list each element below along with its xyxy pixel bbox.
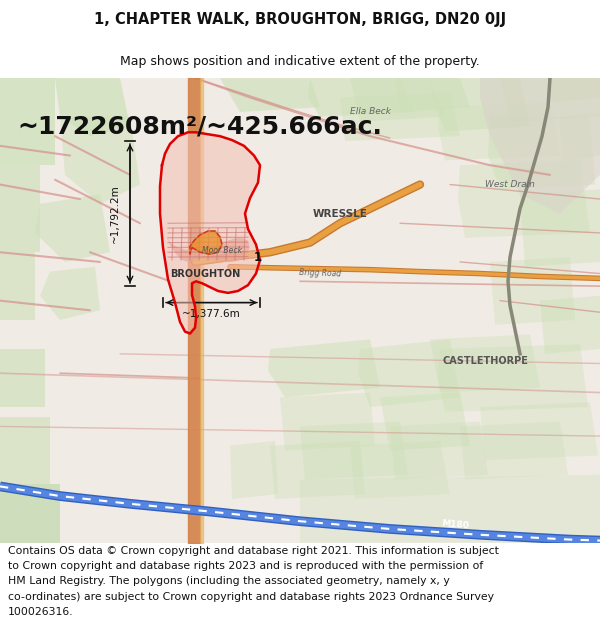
Polygon shape (270, 441, 365, 499)
Polygon shape (380, 392, 470, 451)
Polygon shape (390, 422, 488, 479)
Polygon shape (308, 78, 415, 117)
Text: 1, CHAPTER WALK, BROUGHTON, BRIGG, DN20 0JJ: 1, CHAPTER WALK, BROUGHTON, BRIGG, DN20 … (94, 12, 506, 27)
Polygon shape (0, 349, 45, 407)
Polygon shape (220, 78, 320, 112)
Text: ~1,792.2m: ~1,792.2m (110, 184, 120, 243)
Polygon shape (480, 78, 600, 214)
Text: CASTLETHORPE: CASTLETHORPE (442, 356, 528, 366)
Polygon shape (230, 441, 278, 499)
Polygon shape (0, 484, 60, 542)
Polygon shape (358, 339, 460, 407)
Polygon shape (430, 78, 530, 131)
Polygon shape (280, 392, 375, 451)
Polygon shape (60, 117, 140, 204)
Polygon shape (500, 78, 600, 122)
Text: 1: 1 (254, 251, 262, 264)
Polygon shape (40, 267, 100, 320)
Polygon shape (55, 78, 130, 136)
Text: to Crown copyright and database rights 2023 and is reproduced with the permissio: to Crown copyright and database rights 2… (8, 561, 483, 571)
Polygon shape (488, 117, 595, 189)
Text: Ella Beck: Ella Beck (349, 107, 391, 116)
Polygon shape (560, 112, 600, 161)
Text: HM Land Registry. The polygons (including the associated geometry, namely x, y: HM Land Registry. The polygons (includin… (8, 576, 449, 586)
Text: ~1722608m²/~425.666ac.: ~1722608m²/~425.666ac. (17, 114, 382, 139)
Polygon shape (430, 334, 540, 392)
Polygon shape (165, 228, 250, 262)
Polygon shape (458, 161, 590, 238)
Text: West Drain: West Drain (485, 180, 535, 189)
Text: ~1,377.6m: ~1,377.6m (182, 309, 241, 319)
Polygon shape (460, 422, 568, 479)
Polygon shape (268, 339, 380, 398)
Text: WRESSLE: WRESSLE (313, 209, 367, 219)
Polygon shape (160, 132, 260, 334)
Polygon shape (520, 189, 600, 267)
Text: Moor Beck: Moor Beck (202, 246, 242, 255)
Text: BROUGHTON: BROUGHTON (170, 269, 240, 279)
Polygon shape (35, 194, 110, 262)
Polygon shape (0, 165, 40, 252)
Polygon shape (350, 78, 445, 122)
Text: M180: M180 (441, 519, 469, 531)
Polygon shape (0, 253, 35, 320)
Polygon shape (490, 257, 575, 325)
Polygon shape (300, 475, 600, 542)
Polygon shape (395, 78, 470, 112)
Text: Contains OS data © Crown copyright and database right 2021. This information is : Contains OS data © Crown copyright and d… (8, 546, 499, 556)
Polygon shape (0, 417, 50, 484)
Polygon shape (300, 422, 408, 479)
Polygon shape (550, 78, 600, 102)
Text: Brigg Road: Brigg Road (299, 268, 341, 279)
Polygon shape (190, 231, 222, 254)
Text: 100026316.: 100026316. (8, 607, 73, 617)
Polygon shape (0, 78, 55, 165)
Text: co-ordinates) are subject to Crown copyright and database rights 2023 Ordnance S: co-ordinates) are subject to Crown copyr… (8, 592, 494, 602)
Polygon shape (540, 296, 600, 354)
Text: Map shows position and indicative extent of the property.: Map shows position and indicative extent… (120, 54, 480, 68)
Polygon shape (350, 441, 450, 499)
Polygon shape (438, 344, 588, 412)
Polygon shape (340, 92, 460, 141)
Polygon shape (480, 402, 598, 460)
Polygon shape (438, 102, 560, 161)
